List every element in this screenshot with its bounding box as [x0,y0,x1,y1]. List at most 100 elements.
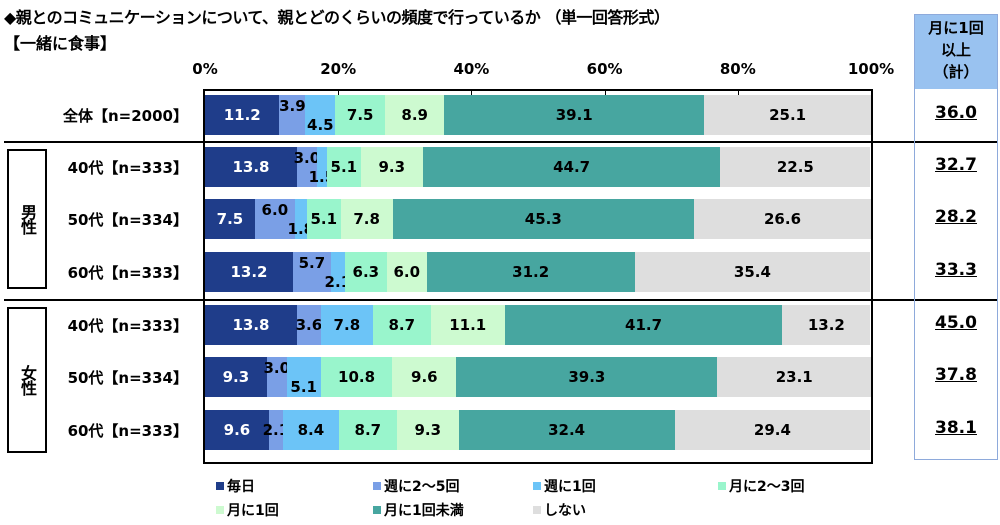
legend-swatch [533,506,541,514]
bar-row: 13.2 5.7 2.1 6.3 6.0 31.2 35.4 [205,252,871,292]
legend-item: 毎日 [216,476,255,496]
data-label: 4.5 [307,116,334,135]
data-label: 35.4 [733,263,771,281]
data-label: 10.8 [338,368,376,386]
bar-segment: 7.5 [205,199,255,239]
bar-segment: 8.9 [385,95,445,135]
legend-item: 月に2～3回 [718,476,804,496]
bar-segment: 3.6 [295,305,323,345]
data-label: 23.1 [775,368,813,386]
data-label: 11.1 [449,316,487,334]
data-label: 13.2 [230,263,268,281]
total-column-header: 月に1回 以上 （計） [915,15,997,89]
bar-row: 13.8 3.6 7.8 8.7 11.1 41.7 13.2 [205,305,871,345]
total-value: 32.7 [935,155,977,175]
data-label: 5.1 [310,210,338,228]
x-tick-label: 40% [453,60,490,78]
bar-segment: 44.7 [422,147,721,187]
total-value: 45.0 [935,313,977,333]
legend-swatch [216,482,224,490]
bar-segment: 6.0 [254,199,295,239]
bar-row: 9.3 3.0 5.1 10.8 9.6 39.3 23.1 [205,357,871,397]
data-label: 2.1 [324,273,352,292]
data-label: 6.0 [261,201,289,220]
data-label: 7.5 [216,210,244,228]
group-label: 男性 [18,204,37,234]
data-label: 3.6 [295,316,323,334]
bar-segment: 5.1 [286,357,321,397]
data-label: 2.1 [262,421,290,439]
x-tick-label: 0% [192,60,218,78]
legend-item: 週に1回 [533,476,596,496]
legend-label: しない [544,503,586,519]
bar-segment: 13.8 [205,147,297,187]
data-label: 25.1 [769,106,807,124]
data-label: 3.0 [263,359,291,378]
group-label: 女性 [18,365,37,395]
category-label: 全体【n=2000】 [63,107,188,125]
bar-segment: 7.8 [320,305,373,345]
x-tick-label: 80% [719,60,756,78]
data-label: 8.7 [354,421,382,439]
plot-area [203,89,873,464]
bar-segment: 8.4 [282,410,339,450]
bar-segment: 25.1 [704,95,871,135]
chart-title: ◆親とのコミュニケーションについて、親とどのくらいの頻度で行っているか （単一回… [4,8,670,27]
bar-segment: 9.3 [205,357,267,397]
total-value: 38.1 [935,418,977,438]
data-label: 26.6 [763,210,802,228]
bar-segment: 11.1 [430,305,505,345]
data-label: 9.3 [378,158,406,176]
legend-label: 週に1回 [544,479,596,495]
data-label: 39.3 [568,368,606,386]
total-header-line-1: 月に1回 [928,19,984,37]
bar-segment: 1.5 [309,147,335,187]
data-label: 8.4 [297,421,325,439]
bar-segment: 4.5 [305,95,336,135]
data-label: 13.8 [232,316,270,334]
bar-segment: 6.3 [344,252,387,292]
bar-segment: 5.1 [306,199,341,239]
bar-row: 9.6 2.1 8.4 8.7 9.3 32.4 29.4 [205,410,871,450]
data-label: 7.8 [333,316,361,334]
data-label: 9.6 [411,368,438,386]
bar-segment: 6.0 [386,252,427,292]
bar-segment: 5.1 [326,147,361,187]
bar-segment: 22.5 [720,147,871,187]
bar-segment: 8.7 [338,410,397,450]
data-label: 9.3 [414,421,442,439]
bar-segment: 23.1 [717,357,871,397]
data-label: 31.2 [512,263,550,281]
legend-swatch [216,506,224,514]
bar-segment: 1.8 [288,199,314,239]
bar-segment: 3.0 [263,357,290,397]
x-gridline [338,89,340,95]
data-label: 29.4 [753,421,791,439]
bar-segment: 13.2 [205,252,293,292]
bar-segment: 26.6 [694,199,871,239]
bar-row: 11.2 3.9 4.5 7.5 8.9 39.1 25.1 [205,95,871,135]
bar-segment: 39.3 [456,357,718,397]
bar-row: 13.8 3.0 1.5 5.1 9.3 44.7 22.5 [205,147,871,187]
group-label-box: 男性 [7,149,47,289]
bar-segment: 45.3 [392,199,695,239]
data-label: 3.0 [293,149,321,168]
category-label: 50代【n=334】 [67,369,188,387]
bar-segment: 39.1 [444,95,705,135]
data-label: 13.8 [232,158,270,176]
data-label: 22.5 [776,158,814,176]
data-label: 13.2 [807,316,845,334]
data-label: 6.3 [352,263,380,281]
bar-segment: 9.6 [205,410,269,450]
bar-segment: 3.0 [294,147,320,187]
legend-label: 毎日 [227,479,255,495]
category-label: 40代【n=333】 [67,317,188,335]
legend-item: 月に1回 [216,500,279,520]
bar-segment: 7.5 [335,95,386,135]
total-value: 33.3 [935,260,977,280]
data-label: 7.8 [353,210,380,228]
x-tick-label: 100% [847,60,895,78]
x-gridline [604,89,606,95]
bar-segment: 3.9 [279,95,306,135]
x-gridline [737,89,739,95]
